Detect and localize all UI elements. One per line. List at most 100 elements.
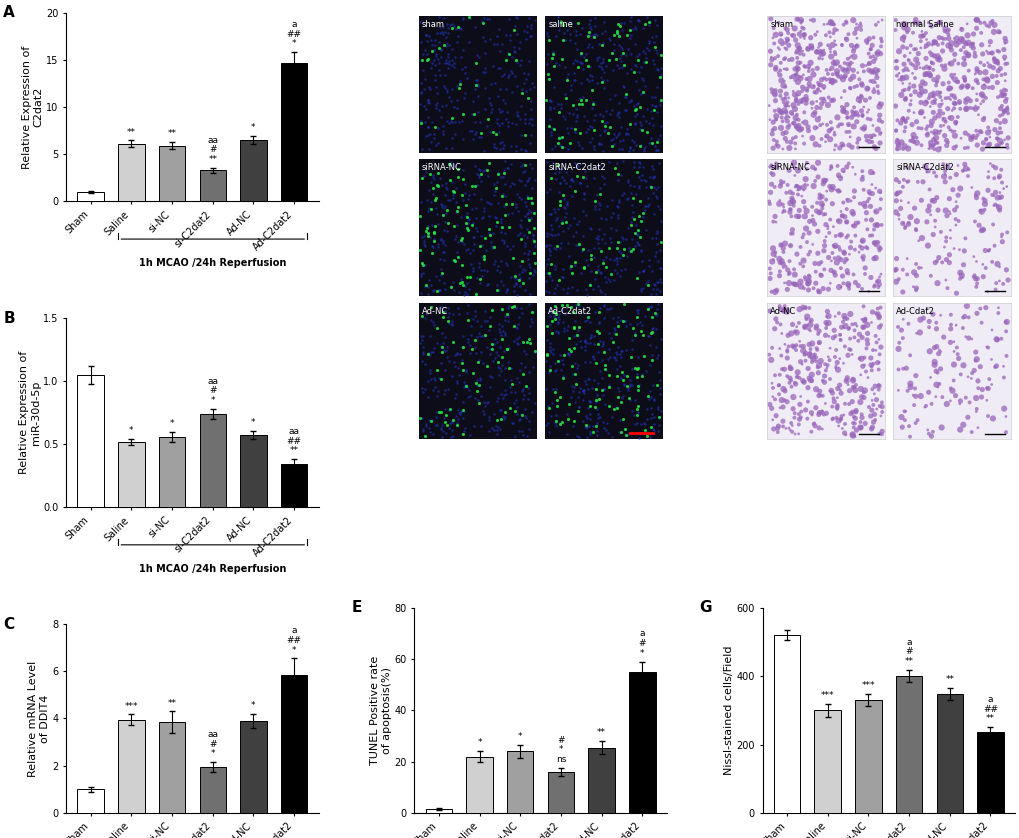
Point (624, 343, 640, 356)
Point (929, 142, 946, 156)
Point (582, 331, 598, 344)
Point (808, 196, 824, 210)
Point (453, 231, 470, 245)
Point (869, 84, 886, 97)
Point (771, 256, 788, 269)
Point (558, 287, 575, 300)
Point (473, 319, 489, 333)
Point (647, 28, 663, 42)
Point (549, 203, 566, 216)
Point (611, 17, 628, 30)
Point (828, 398, 845, 411)
Point (823, 61, 840, 75)
Point (634, 21, 650, 34)
Point (953, 80, 969, 93)
Point (575, 384, 591, 397)
Point (852, 23, 868, 37)
Point (464, 179, 480, 193)
Point (862, 422, 878, 436)
Text: C: C (3, 617, 14, 632)
Point (412, 15, 428, 28)
Point (423, 239, 439, 252)
Point (797, 302, 813, 315)
Point (513, 220, 529, 234)
Point (780, 303, 796, 316)
Point (500, 13, 517, 26)
Point (574, 229, 590, 242)
Point (920, 183, 936, 196)
Point (632, 324, 648, 338)
Point (486, 351, 502, 365)
Point (798, 204, 814, 218)
Point (821, 64, 838, 77)
Point (897, 116, 913, 129)
Point (974, 73, 990, 86)
Point (547, 408, 564, 422)
Point (643, 348, 659, 361)
Point (569, 108, 585, 122)
Point (613, 230, 630, 244)
Point (434, 245, 450, 258)
Point (422, 329, 438, 343)
Point (861, 229, 877, 242)
Point (998, 263, 1014, 277)
Point (640, 274, 656, 287)
Point (953, 22, 969, 35)
Point (571, 334, 587, 348)
Point (810, 78, 826, 91)
Point (853, 390, 869, 403)
Point (842, 407, 858, 421)
Point (808, 62, 824, 75)
Point (449, 403, 466, 416)
Point (508, 28, 525, 41)
Point (866, 329, 882, 343)
Point (444, 275, 461, 288)
Point (808, 95, 824, 108)
Point (592, 57, 608, 70)
Point (567, 157, 583, 170)
Point (630, 156, 646, 169)
Point (618, 318, 634, 332)
Point (479, 395, 495, 408)
Point (527, 345, 543, 359)
Point (639, 390, 655, 403)
Point (794, 303, 810, 316)
Point (868, 302, 884, 315)
Point (867, 204, 883, 218)
Point (435, 39, 451, 52)
Point (644, 282, 660, 296)
Point (437, 53, 453, 66)
Point (777, 135, 794, 148)
Point (861, 130, 877, 143)
Point (468, 272, 484, 285)
Point (541, 344, 557, 357)
Point (428, 411, 444, 424)
Point (924, 90, 941, 103)
Point (432, 262, 448, 276)
Point (788, 94, 804, 107)
Point (817, 173, 834, 187)
Point (934, 33, 951, 46)
Point (798, 313, 814, 326)
Point (804, 209, 820, 222)
Point (554, 282, 571, 296)
Point (592, 283, 608, 297)
Point (442, 158, 459, 172)
Point (997, 410, 1013, 423)
Point (638, 402, 654, 416)
Point (919, 16, 935, 29)
Point (435, 201, 451, 215)
Point (771, 85, 788, 98)
Point (818, 318, 835, 331)
Point (496, 177, 513, 190)
Point (997, 324, 1013, 338)
Point (437, 409, 453, 422)
Point (962, 372, 978, 385)
Point (764, 390, 781, 403)
Point (622, 187, 638, 200)
Point (652, 48, 668, 61)
Point (814, 47, 830, 60)
Point (920, 91, 936, 105)
Point (845, 207, 861, 220)
Point (502, 373, 519, 386)
